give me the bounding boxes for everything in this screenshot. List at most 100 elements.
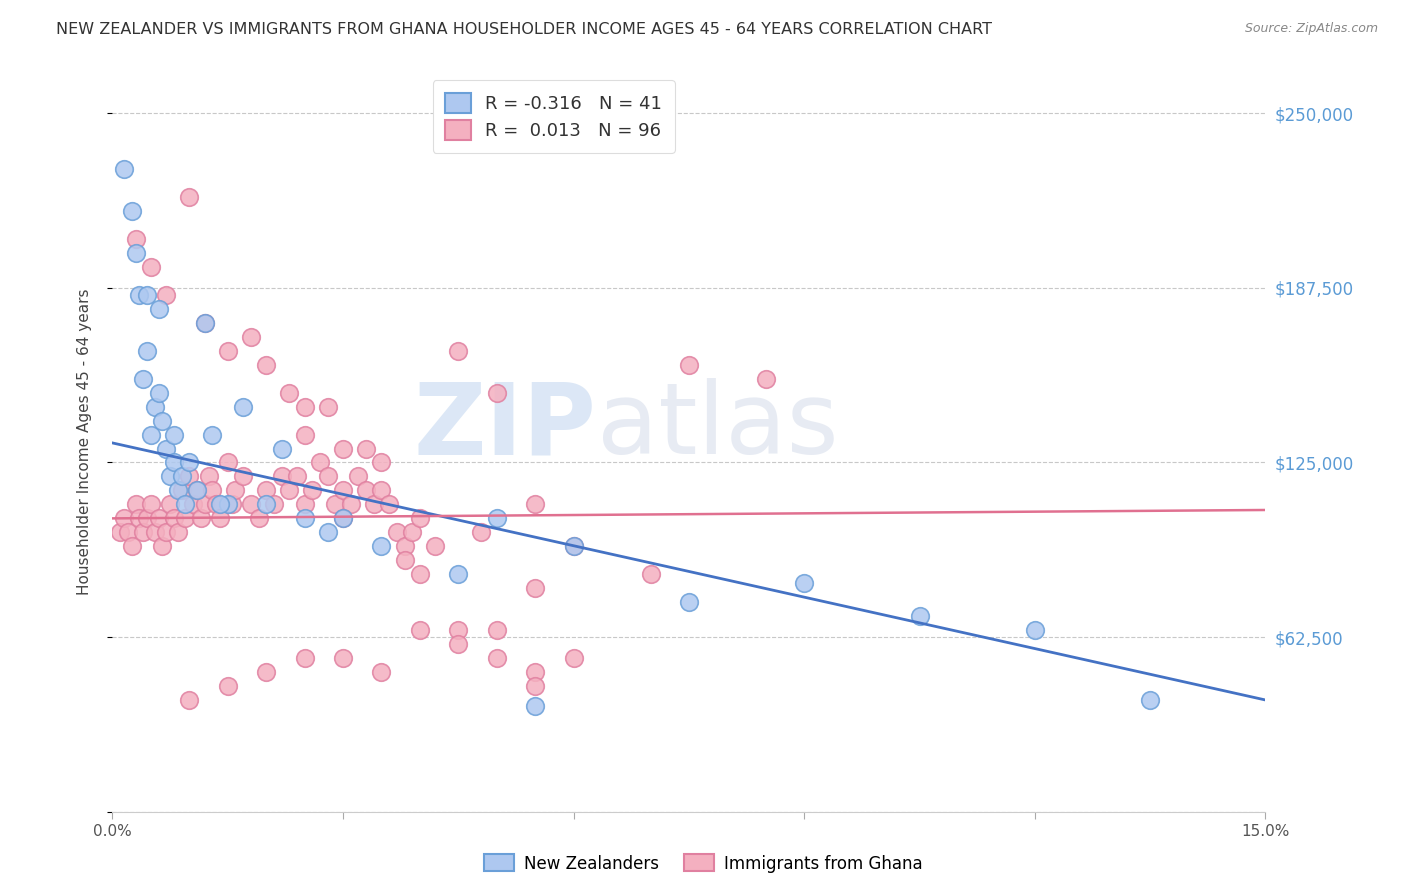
Point (678, 358, 700, 372)
Point (217, 679, 239, 693)
Point (793, 575, 815, 590)
Point (174, 511, 197, 525)
Point (316, 400, 339, 414)
Point (163, 427, 186, 442)
Point (562, 651, 585, 665)
Point (1024, 623, 1046, 637)
Point (263, 497, 285, 511)
Point (121, 539, 143, 553)
Point (278, 483, 301, 498)
Point (470, 525, 492, 540)
Point (485, 651, 508, 665)
Point (152, 414, 174, 428)
Point (124, 232, 146, 246)
Point (294, 427, 316, 442)
Point (179, 190, 201, 204)
Point (148, 385, 170, 400)
Point (136, 343, 159, 358)
Point (254, 497, 277, 511)
Point (285, 469, 308, 483)
Point (309, 455, 332, 469)
Point (254, 358, 277, 372)
Point (186, 483, 208, 498)
Point (524, 679, 547, 693)
Point (108, 525, 131, 540)
Point (908, 609, 931, 624)
Point (217, 455, 239, 469)
Point (124, 497, 146, 511)
Text: atlas: atlas (596, 378, 838, 475)
Point (524, 497, 547, 511)
Point (524, 665, 547, 679)
Point (254, 483, 277, 498)
Point (128, 511, 150, 525)
Point (370, 665, 392, 679)
Text: ZIP: ZIP (413, 378, 596, 475)
Point (332, 511, 354, 525)
Point (170, 483, 193, 498)
Y-axis label: Householder Income Ages 45 - 64 years: Householder Income Ages 45 - 64 years (77, 288, 91, 595)
Point (370, 539, 392, 553)
Legend: New Zealanders, Immigrants from Ghana: New Zealanders, Immigrants from Ghana (477, 847, 929, 880)
Point (316, 525, 339, 540)
Legend: R = -0.316   N = 41, R =  0.013   N = 96: R = -0.316 N = 41, R = 0.013 N = 96 (433, 80, 675, 153)
Point (174, 497, 197, 511)
Point (254, 665, 277, 679)
Point (524, 698, 547, 713)
Point (370, 455, 392, 469)
Point (332, 651, 354, 665)
Point (224, 483, 246, 498)
Point (221, 497, 243, 511)
Point (1139, 693, 1161, 707)
Point (394, 553, 416, 567)
Point (316, 469, 339, 483)
Point (139, 497, 162, 511)
Point (163, 511, 186, 525)
Point (378, 497, 401, 511)
Point (370, 483, 392, 498)
Point (190, 511, 212, 525)
Text: NEW ZEALANDER VS IMMIGRANTS FROM GHANA HOUSEHOLDER INCOME AGES 45 - 64 YEARS COR: NEW ZEALANDER VS IMMIGRANTS FROM GHANA H… (56, 22, 993, 37)
Point (409, 511, 432, 525)
Point (159, 497, 181, 511)
Point (332, 483, 354, 498)
Point (394, 539, 416, 553)
Point (194, 316, 217, 330)
Point (294, 497, 316, 511)
Point (301, 483, 323, 498)
Point (139, 427, 162, 442)
Point (678, 595, 700, 609)
Point (201, 483, 224, 498)
Text: Source: ZipAtlas.com: Source: ZipAtlas.com (1244, 22, 1378, 36)
Point (179, 693, 201, 707)
Point (232, 469, 254, 483)
Point (447, 343, 470, 358)
Point (170, 469, 193, 483)
Point (385, 525, 408, 540)
Point (339, 497, 361, 511)
Point (354, 442, 377, 456)
Point (143, 400, 166, 414)
Point (270, 469, 292, 483)
Point (562, 539, 585, 553)
Point (347, 469, 370, 483)
Point (447, 567, 470, 582)
Point (354, 483, 377, 498)
Point (181, 497, 204, 511)
Point (152, 539, 174, 553)
Point (239, 497, 262, 511)
Point (485, 623, 508, 637)
Point (112, 511, 135, 525)
Point (132, 525, 155, 540)
Point (139, 260, 162, 274)
Point (194, 497, 217, 511)
Point (197, 469, 219, 483)
Point (132, 372, 155, 386)
Point (409, 623, 432, 637)
Point (143, 525, 166, 540)
Point (217, 343, 239, 358)
Point (640, 567, 662, 582)
Point (232, 400, 254, 414)
Point (755, 372, 778, 386)
Point (155, 288, 177, 302)
